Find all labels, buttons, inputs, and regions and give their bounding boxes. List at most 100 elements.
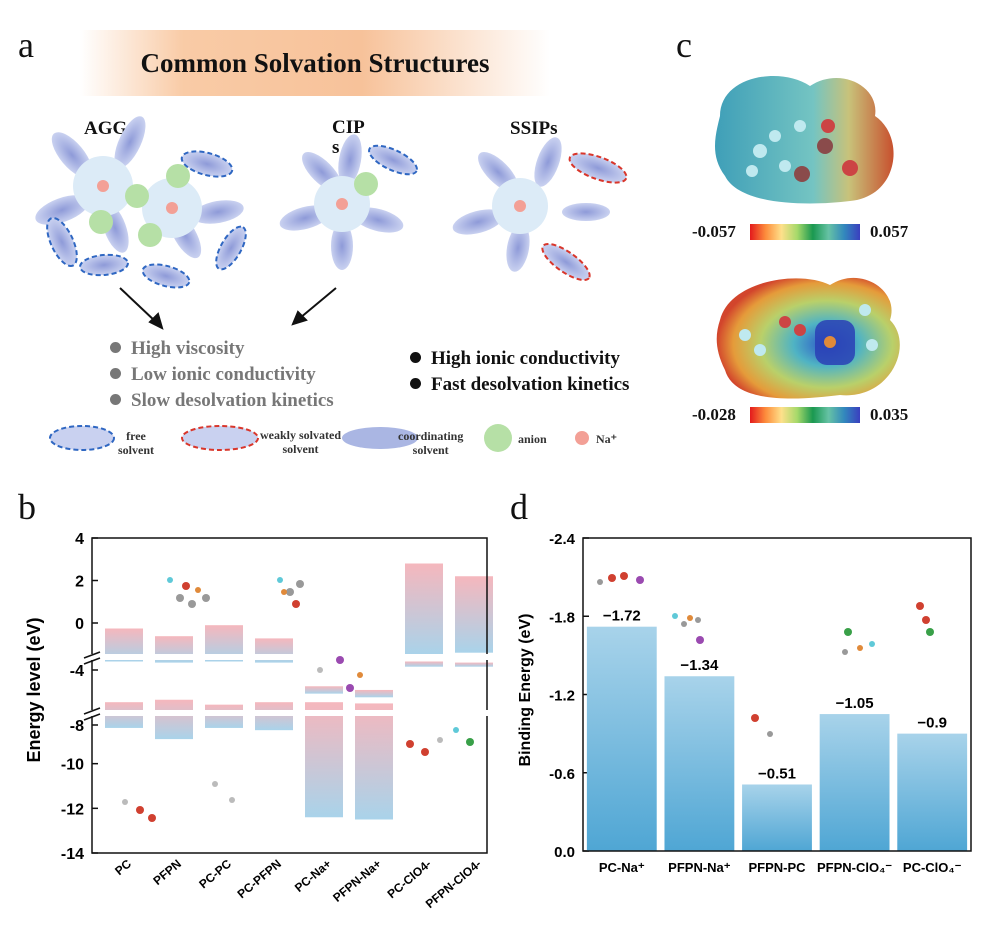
bullet-icon (110, 368, 121, 379)
property-high-viscosity: High viscosity (110, 338, 334, 360)
d-tick-label: -1.8 (549, 609, 575, 626)
legend-na: Na⁺ (596, 432, 617, 446)
legend-coordinating-solvent: coordinating solvent (398, 429, 464, 457)
properties-black-list: High ionic conductivity Fast desolvation… (410, 348, 629, 396)
bullet-icon (410, 378, 421, 389)
b-category-label: PFPN-ClO4- (423, 857, 484, 911)
panel-a-title-banner: Common Solvation Structures (80, 30, 550, 96)
d-category-label: PC-Na⁺ (599, 860, 645, 875)
b-ylabel: Energy level (eV) (24, 617, 44, 762)
d-bar (586, 626, 657, 851)
b-tick-label: -14 (61, 846, 84, 863)
panel-b-letter: b (18, 487, 36, 527)
solvation-structures-illustration (35, 116, 628, 330)
b-category-label: PC-Na+ (292, 857, 334, 895)
d-bar (664, 676, 735, 851)
properties-gray-list: High viscosity Low ionic conductivity Sl… (110, 338, 334, 412)
d-data-label: −1.72 (603, 608, 641, 625)
b-homo-bar (405, 661, 443, 667)
free-solvent-symbol (49, 425, 115, 451)
b-lumo-bar (305, 686, 343, 694)
d-tick-label: -0.6 (549, 766, 575, 783)
energy-level-chart: Energy level (eV) 4 2 0 -4 -8 -10 -12 -14 PC PFP… (24, 531, 494, 911)
b-category-label: PC-PFPN (235, 857, 284, 902)
b-tick-label: -8 (70, 718, 84, 735)
b-plot-frame (91, 537, 488, 854)
cip-cluster (279, 134, 418, 270)
panel-a-title: Common Solvation Structures (140, 47, 490, 78)
d-data-label: −1.05 (836, 695, 874, 712)
colorbar-top (750, 224, 860, 240)
bullet-icon (110, 394, 121, 405)
anion-symbol (484, 424, 512, 452)
d-tick-labels: -2.4 -1.8 -1.2 -0.6 0.0 (549, 531, 589, 861)
property-low-conductivity: Low ionic conductivity (110, 364, 334, 386)
b-tick-labels: 4 2 0 -4 -8 -10 -12 -14 (61, 531, 98, 863)
colorbar-bottom-min: -0.028 (692, 405, 736, 424)
na-symbol (575, 431, 589, 445)
b-category-label: PFPN-Na+ (330, 857, 384, 905)
colorbar-top-max: 0.057 (870, 222, 909, 241)
b-tick-label: 2 (75, 574, 84, 591)
d-category-label: PC-ClO₄⁻ (903, 860, 962, 875)
ssip-cluster (452, 137, 628, 282)
b-tick-label: -12 (61, 801, 84, 818)
d-ylabel: Binding Energy (eV) (517, 614, 534, 767)
label-ssips: SSIPs (510, 118, 558, 139)
colorbar-bottom-max: 0.035 (870, 405, 909, 424)
d-category-label: PFPN-Na⁺ (668, 860, 731, 875)
b-lumo-bar (355, 689, 393, 698)
panel-a-letter: a (18, 25, 34, 65)
b-homo-bar (455, 662, 493, 667)
d-tick-label: 0.0 (554, 844, 575, 861)
colorbar-bottom (750, 407, 860, 423)
arrows (119, 287, 337, 330)
b-tick-label: 4 (75, 531, 84, 548)
d-data-label: −1.34 (680, 657, 719, 674)
legend-free-solvent: free solvent (118, 429, 154, 457)
d-category-label: PFPN-PC (748, 860, 806, 875)
agg-cluster (35, 116, 247, 289)
b-category-label: PFPN (150, 857, 184, 888)
b-category-labels: PC PFPN PC-PC PC-PFPN PC-Na+PFPN-Na+ PC-ClO4-… (112, 856, 484, 911)
d-bar (742, 784, 812, 851)
property-fast-kinetics: Fast desolvation kinetics (410, 374, 629, 396)
esp-map-pc (715, 76, 894, 204)
coordinating-solvent-symbol (342, 427, 418, 449)
panel-c-letter: c (676, 25, 692, 65)
binding-energy-chart: Binding Energy (eV) -2.4-1.8-1.2-0.60.0 … (517, 531, 972, 875)
legend-anion: anion (518, 432, 547, 446)
b-homo-bar (355, 703, 393, 820)
esp-map-pfpn (716, 277, 900, 399)
b-tick-label: 0 (75, 616, 84, 633)
property-slow-kinetics: Slow desolvation kinetics (110, 390, 334, 412)
molecule-icons (122, 577, 474, 822)
property-high-conductivity: High ionic conductivity (410, 348, 629, 370)
d-category-labels: PC-Na⁺ PFPN-Na⁺ PFPN-PC PFPN-ClO₄⁻ PC-ClO₄⁻ (599, 860, 962, 875)
b-tick-label: -10 (61, 757, 84, 774)
label-cips: CIP s (332, 117, 365, 158)
d-tick-label: -2.4 (549, 531, 576, 548)
b-category-label: PC (112, 856, 134, 878)
bullet-icon (110, 342, 121, 353)
d-bars: −1.72 −1.34 −0.51 −1.05 −0.9 (586, 608, 968, 851)
b-axis-breaks (83, 651, 494, 721)
b-homo-bar (305, 702, 343, 818)
bullet-icon (410, 352, 421, 363)
b-homo-bar (155, 699, 193, 740)
d-data-label: −0.51 (758, 765, 796, 782)
b-category-label: PC-ClO4- (385, 857, 434, 902)
colorbar-top-min: -0.057 (692, 222, 736, 241)
molecule-icons-d (597, 572, 934, 737)
d-plot-frame (582, 537, 972, 852)
b-homo-bar (205, 704, 243, 728)
d-tick-label: -1.2 (549, 688, 575, 705)
d-bar (819, 714, 890, 851)
d-bar (897, 733, 968, 851)
d-data-label: −0.9 (917, 715, 947, 732)
b-homo-bar (255, 702, 293, 731)
b-bars (105, 563, 493, 820)
b-lumo-bar (405, 563, 443, 655)
d-category-label: PFPN-ClO₄⁻ (817, 860, 892, 875)
panel-a-legend-symbols (49, 424, 589, 452)
